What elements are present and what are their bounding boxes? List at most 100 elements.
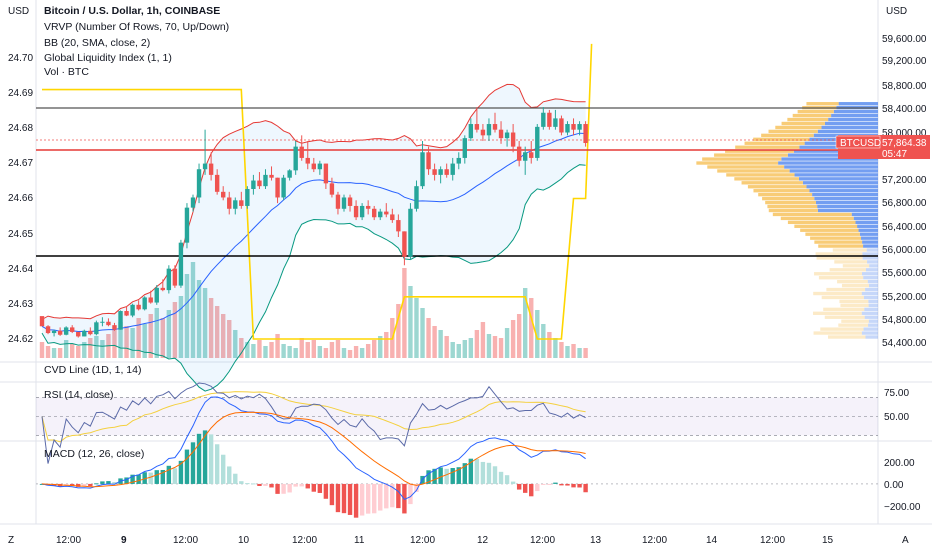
candle-body [498, 129, 504, 139]
macd-histogram-bar [130, 474, 135, 484]
volume-bar [136, 318, 141, 358]
volume-profile-down-row [820, 327, 864, 331]
volume-bar [444, 336, 449, 358]
volume-bar [402, 268, 407, 358]
macd-histogram-bar [317, 483, 323, 493]
volume-bar [317, 346, 323, 358]
volume-bar [51, 348, 57, 358]
candle-body [504, 132, 510, 139]
auto-scale-button[interactable]: A [902, 535, 909, 546]
volume-profile-down-row [813, 311, 862, 315]
candle-body [414, 186, 419, 209]
candle-body [112, 325, 117, 330]
volume-profile-up-row [793, 149, 878, 153]
volume-profile-down-row [707, 165, 785, 169]
volume-profile-up-row [787, 153, 878, 157]
volume-profile-down-row [787, 117, 829, 122]
indicator-liquidity[interactable]: Global Liquidity Index (1, 1) [44, 52, 172, 64]
volume-profile-down-row [826, 287, 866, 292]
price-tag: BTCUSD 57,864.38 05:47 [835, 135, 930, 160]
volume-bar [287, 346, 292, 358]
time-axis[interactable]: 12:00 9 12:00 10 12:00 11 12:00 12 12:00 13 12:00 1… [56, 535, 834, 546]
candle-body [136, 304, 141, 310]
macd-histogram-bar [76, 483, 81, 487]
right-currency[interactable]: USD [886, 6, 907, 17]
chart-title: Bitcoin / U.S. Dollar, 1h, COINBASE [44, 5, 220, 17]
volume-profile-down-row [842, 264, 870, 268]
candle-body [221, 191, 226, 198]
volume-profile-down-row [741, 181, 803, 185]
macd-histogram-bar [221, 454, 226, 484]
indicator-volume[interactable]: Vol · BTC [44, 66, 89, 78]
macd-histogram-bar [577, 483, 582, 488]
volume-bar [468, 338, 474, 358]
candle-body [529, 152, 534, 158]
volume-bar [384, 332, 389, 358]
volume-bar [88, 338, 93, 358]
volume-bar [130, 328, 135, 358]
macd-histogram-bar [136, 474, 141, 484]
indicator-vrvp[interactable]: VRVP (Number Of Rows, 70, Up/Down) [44, 21, 229, 33]
right-tick-label: 57,200.00 [882, 175, 927, 186]
volume-profile-up-row [858, 228, 878, 232]
volume-bar [529, 298, 534, 358]
macd-histogram-bar [359, 483, 365, 516]
candle-body [100, 321, 105, 323]
left-axis[interactable]: 24.70 24.69 24.68 24.67 24.66 24.65 24.64 24.63… [8, 53, 33, 345]
volume-profile-up-row [868, 299, 878, 304]
volume-bar [45, 346, 51, 358]
left-currency: USD [8, 6, 29, 17]
candle-body [474, 124, 480, 130]
macd-histogram-bar [257, 483, 262, 486]
macd-histogram-bar [178, 460, 184, 484]
macd-histogram-bar [541, 483, 546, 485]
candle-body [299, 146, 304, 158]
candle-body [541, 112, 546, 127]
volume-bar [208, 298, 214, 358]
macd-label[interactable]: MACD (12, 26, close) [44, 448, 144, 460]
time-tick-label: 15 [822, 535, 834, 546]
volume-profile-up-row [869, 264, 878, 268]
candle-body [571, 124, 576, 130]
cvd-label[interactable]: CVD Line (1D, 1, 14) [44, 364, 141, 376]
volume-bar [486, 334, 492, 358]
volume-profile-up-row [859, 232, 878, 236]
volume-profile-up-row [817, 129, 878, 134]
volume-bar [76, 346, 81, 358]
candle-body [263, 174, 268, 187]
volume-bar [166, 310, 172, 358]
left-tick-label: 24.64 [8, 264, 33, 275]
candle-body [553, 118, 558, 127]
volume-profile-down-row [837, 279, 868, 284]
volume-bar [233, 330, 238, 358]
volume-bar [124, 326, 129, 358]
volume-profile-down-row [780, 216, 854, 221]
macd-pane [36, 396, 878, 518]
macd-histogram-bar [305, 483, 310, 489]
macd-histogram-bar [100, 481, 105, 484]
timezone-button[interactable]: Z [8, 535, 14, 546]
candle-body [39, 316, 45, 327]
volume-profile-up-row [789, 169, 878, 173]
macd-histogram-bar [88, 483, 93, 487]
right-axis[interactable]: 59,600.00 59,200.00 58,800.00 58,400.00 58,0… [882, 34, 927, 513]
volume-profile-down-row [702, 157, 782, 161]
macd-tick-label: 200.00 [884, 458, 915, 469]
volume-bar [202, 288, 208, 358]
macd-histogram-bar [311, 483, 316, 492]
volume-bar [365, 344, 371, 358]
volume-bar [565, 346, 570, 358]
volume-bar [504, 328, 510, 358]
volume-profile-down-row [839, 299, 869, 304]
volume-profile-up-row [861, 331, 878, 335]
indicator-bb[interactable]: BB (20, SMA, close, 2) [44, 37, 150, 49]
candle-body [184, 207, 190, 243]
candle-body [438, 169, 443, 175]
volume-profile-down-row [823, 307, 865, 312]
rsi-label[interactable]: RSI (14, close) [44, 389, 113, 401]
bb-basis-line [41, 132, 586, 333]
candle-body [293, 146, 298, 171]
volume-profile-up-row [851, 212, 878, 217]
candle-body [178, 242, 184, 286]
